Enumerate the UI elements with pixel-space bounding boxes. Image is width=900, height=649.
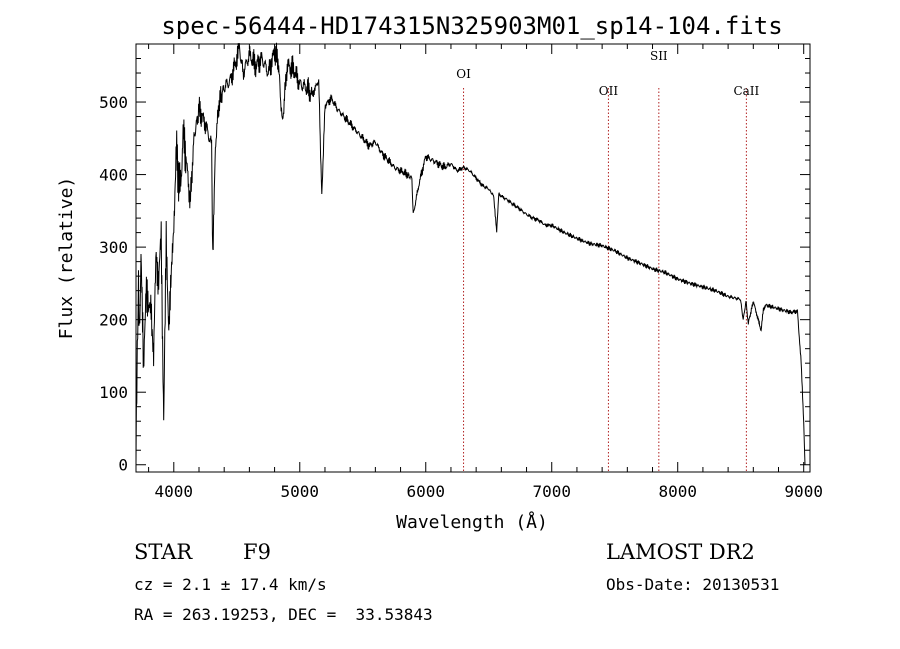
y-tick-label: 100 (99, 383, 128, 402)
x-tick-label: 7000 (532, 482, 571, 501)
annotation-label-caii: CaII (733, 84, 759, 98)
object-type: STAR (134, 540, 193, 564)
x-tick-label: 6000 (406, 482, 445, 501)
y-tick-label: 400 (99, 166, 128, 185)
x-tick-label: 4000 (155, 482, 194, 501)
y-tick-label: 300 (99, 238, 128, 257)
annotation-label-oii: OII (599, 84, 619, 98)
x-tick-label: 8000 (658, 482, 697, 501)
series-line-flux (135, 42, 806, 465)
chart-title: spec-56444-HD174315N325903M01_sp14-104.f… (161, 12, 782, 40)
plot-frame (135, 43, 811, 473)
x-tick-label: 9000 (784, 482, 823, 501)
x-axis-label: Wavelength (Å) (396, 511, 548, 533)
y-axis-label: Flux (relative) (56, 177, 77, 340)
y-tick-label: 500 (99, 93, 128, 112)
annotation-label-oi: OI (456, 67, 471, 81)
survey-name: LAMOST DR2 (606, 540, 755, 564)
obs-date: Obs-Date: 20130531 (606, 575, 779, 594)
x-tick-label: 5000 (281, 482, 320, 501)
y-tick-label: 200 (99, 311, 128, 330)
annotation-label-sii: SII (650, 49, 668, 63)
spectral-line-markers: OI OII SII CaII (456, 49, 760, 472)
spectral-class: F9 (243, 540, 271, 564)
coords-line: RA = 263.19253, DEC = 33.53843 (134, 605, 433, 624)
flux-series (135, 42, 806, 465)
y-tick-label: 0 (118, 456, 128, 475)
redshift-line: cz = 2.1 ± 17.4 km/s (134, 575, 327, 594)
axis-ticks: 4000 5000 6000 7000 8000 9000 0 100 200 300 400 500 (99, 44, 823, 501)
